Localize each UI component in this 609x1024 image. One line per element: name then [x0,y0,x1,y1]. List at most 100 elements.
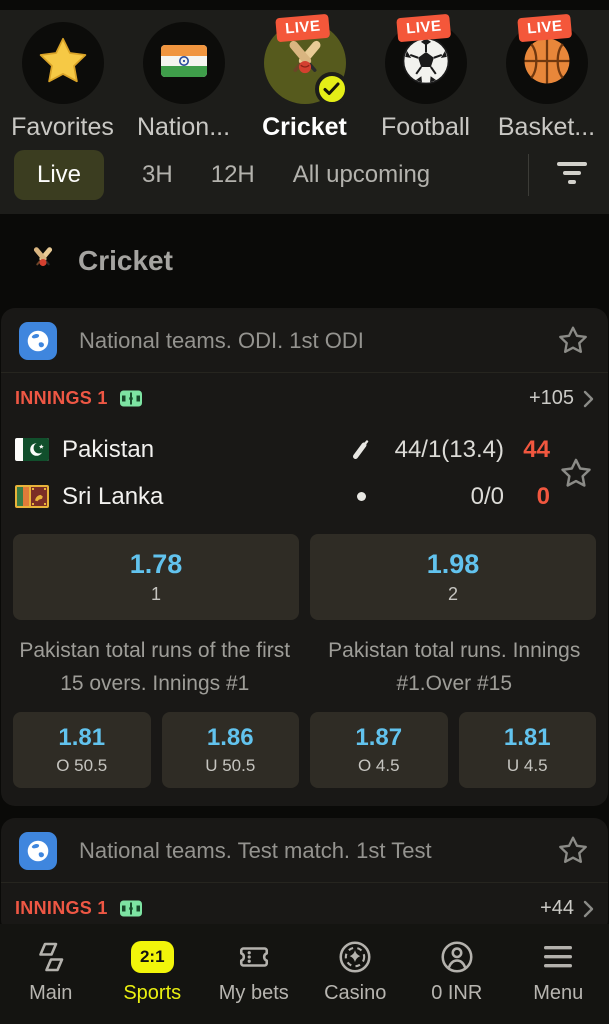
category-label: Cricket [262,113,347,141]
football-icon [399,34,453,93]
main-icon [31,937,71,977]
odds-label: 1 [150,584,161,604]
category-national[interactable]: Nation... [123,22,244,142]
league-row[interactable]: National teams. ODI. 1st ODI [1,308,608,372]
innings-label: INNINGS 1 [15,898,108,918]
batting-indicator-icon [346,439,376,460]
pitch-field-icon [119,899,143,918]
football-circle: LIVE [384,13,467,104]
cricket-bats-icon [26,242,60,281]
filter-tab-3h[interactable]: 3H [142,161,173,188]
more-markets-count: +105 [528,387,574,409]
category-football[interactable]: LIVE Football [365,13,486,142]
basketball-icon [520,34,574,93]
market-titles: Pakistan total runs of the first 15 over… [1,620,608,702]
sport-categories: Favorites Nation... [0,13,609,142]
league-row[interactable]: National teams. Test match. 1st Test [1,818,608,882]
odds-button-over-4-5[interactable]: 1.87 O 4.5 [310,712,448,788]
team-score: 44/1(13.4) [394,435,504,463]
nav-menu[interactable]: Menu [508,937,609,1024]
top-gap [0,0,609,10]
bottom-navigation: Main 2:1 Sports My bets Casino 0 INR [0,924,609,1024]
sport-section-header: Cricket [0,214,609,308]
team-score: 0/0 [470,482,504,510]
scoreboard: Pakistan 44/1(13.4) 44 Sri Lanka 0/0 0 [1,424,608,524]
live-badge: LIVE [274,13,330,43]
chevron-right-icon [583,900,594,918]
crossed-bats-icon [276,32,334,95]
india-flag-icon [160,44,207,82]
nav-label: My bets [218,982,289,1004]
nav-label: Sports [123,982,182,1004]
favorite-match-star-icon[interactable] [558,456,594,492]
league-title: National teams. Test match. 1st Test [79,838,432,863]
odds-value: 1.86 [206,724,254,751]
odds-button-2[interactable]: 1.98 2 [310,534,596,620]
favorite-star-icon[interactable] [556,834,590,868]
filter-tab-live[interactable]: Live [14,150,105,200]
category-label: Football [381,113,470,141]
team-name: Pakistan [62,435,155,463]
category-label: Basket... [497,113,596,141]
league-title: National teams. ODI. 1st ODI [79,328,364,353]
odds-button-1[interactable]: 1.78 1 [13,534,299,620]
nav-label: Casino [324,982,387,1004]
odds-label: U 50.5 [205,756,256,775]
live-badge: LIVE [516,13,572,43]
nav-casino[interactable]: Casino [305,937,407,1024]
basketball-circle: LIVE [505,13,588,104]
odds-button-under-4-5[interactable]: 1.81 U 4.5 [458,712,596,788]
team-name: Sri Lanka [62,482,164,510]
filter-tab-all-upcoming[interactable]: All upcoming [292,161,431,188]
team-row-pakistan[interactable]: Pakistan 44/1(13.4) 44 [15,426,594,473]
odds-value: 1.81 [58,724,106,751]
nav-label: 0 INR [431,982,483,1004]
cricket-circle: LIVE [263,13,349,106]
selected-check-icon [314,72,349,106]
category-label: Favorites [11,113,114,141]
nav-main[interactable]: Main [0,937,102,1024]
odds-value: 1.81 [503,724,551,751]
odds-label: O 4.5 [357,756,400,775]
match-card-odi: National teams. ODI. 1st ODI INNINGS 1 +… [1,308,608,806]
odds-label: U 4.5 [506,756,548,775]
divider [1,882,608,883]
score-badge: 2:1 [130,941,174,973]
ticket-icon [234,937,274,977]
team-row-srilanka[interactable]: Sri Lanka 0/0 0 [15,473,594,520]
category-basketball[interactable]: LIVE Basket... [486,13,607,142]
market-title: Pakistan total runs of the first 15 over… [19,639,291,695]
more-markets-count: +44 [540,897,574,919]
page-title: Cricket [78,245,173,276]
odds-label: O 50.5 [56,756,108,775]
globe-icon [19,322,57,360]
favorite-star-icon[interactable] [556,324,590,358]
nav-sports[interactable]: 2:1 Sports [102,937,204,1024]
innings-row[interactable]: INNINGS 1 +44 [1,883,608,934]
market-title: Pakistan total runs. Innings #1.Over #15 [328,639,581,695]
category-label: Nation... [136,113,231,141]
category-favorites[interactable]: Favorites [2,22,123,142]
nav-label: Main [29,982,73,1004]
nav-account-balance[interactable]: 0 INR [406,937,508,1024]
odds-label: 2 [447,584,458,604]
odds-value: 1.78 [129,549,183,579]
team-total: 0 [536,482,550,510]
sports-ratio-badge: 2:1 [130,937,174,977]
srilanka-flag-icon [15,485,49,508]
favorites-circle [21,22,104,104]
nav-label: Menu [533,982,584,1004]
filter-tab-12h[interactable]: 12H [210,161,255,188]
account-icon [438,937,476,977]
odds-button-over-50-5[interactable]: 1.81 O 50.5 [13,712,151,788]
time-filter-bar: Live 3H 12H All upcoming [0,142,609,214]
odds-value: 1.98 [426,549,480,579]
filter-settings-button[interactable] [555,160,589,191]
pakistan-flag-icon [15,438,49,461]
innings-row[interactable]: INNINGS 1 +105 [1,373,608,424]
nav-my-bets[interactable]: My bets [203,937,305,1024]
odds-button-under-50-5[interactable]: 1.86 U 50.5 [161,712,299,788]
category-cricket[interactable]: LIVE Cricket [244,13,365,142]
match-card-test: National teams. Test match. 1st Test INN… [1,818,608,934]
